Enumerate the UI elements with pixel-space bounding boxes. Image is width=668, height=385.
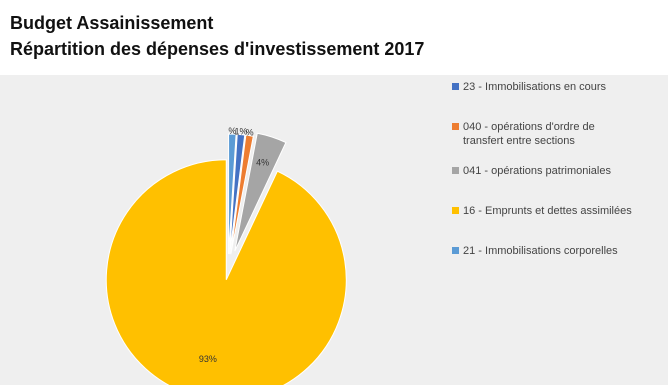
pie-slice-2 <box>234 132 287 252</box>
chart-area: % 1%% 4% 93% <box>0 75 668 385</box>
pie-slice-3 <box>105 159 347 385</box>
legend-item-3: 16 - Emprunts et dettes assimilées <box>452 204 667 218</box>
legend-swatch-2 <box>452 167 459 174</box>
legend-swatch-0 <box>452 83 459 90</box>
legend-item-1: 040 - opérations d'ordre de transfert en… <box>452 120 667 148</box>
legend-swatch-3 <box>452 207 459 214</box>
legend-item-0: 23 - Immobilisations en cours <box>452 80 667 94</box>
data-label-1: % <box>246 128 254 138</box>
legend-label-4: 21 - Immobilisations corporelles <box>463 245 618 257</box>
data-label-3: 93% <box>199 354 217 364</box>
legend-item-2: 041 - opérations patrimoniales <box>452 164 667 178</box>
pie-slice-0 <box>229 133 246 255</box>
legend-swatch-4 <box>452 247 459 254</box>
legend-label-3: 16 - Emprunts et dettes assimilées <box>463 205 632 217</box>
legend-label-1: 040 - opérations d'ordre de transfert en… <box>463 121 595 147</box>
data-label-4: % <box>228 126 236 136</box>
data-label-2: 4% <box>256 157 269 167</box>
chart-title: Budget Assainissement <box>10 13 214 33</box>
chart-subtitle: Répartition des dépenses d'investissemen… <box>10 39 425 59</box>
data-label-0: 1% <box>234 127 247 137</box>
chart-titles: Budget Assainissement Répartition des dé… <box>10 10 424 62</box>
legend-swatch-1 <box>452 123 459 130</box>
pie-slice-4 <box>228 133 237 255</box>
pie-chart: %1%% 4% 93% <box>105 126 347 385</box>
legend-item-4: 21 - Immobilisations corporelles <box>452 244 667 258</box>
pie-slice-1 <box>230 134 254 255</box>
legend-label-0: 23 - Immobilisations en cours <box>463 81 607 93</box>
legend-label-2: 041 - opérations patrimoniales <box>463 165 611 177</box>
